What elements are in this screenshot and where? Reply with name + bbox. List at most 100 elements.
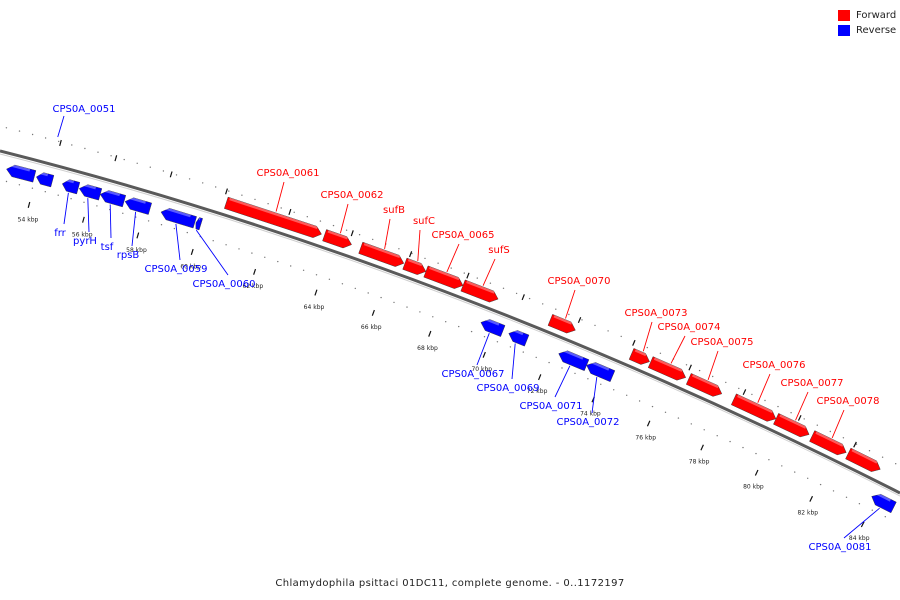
gene-block[interactable]: [869, 491, 897, 514]
legend-swatch-reverse: [838, 25, 850, 36]
outer-tick-mark: [742, 389, 747, 396]
ring-dot: [725, 381, 727, 384]
gene-block[interactable]: [685, 373, 724, 399]
gene-arrow[interactable]: [358, 241, 406, 269]
gene-label[interactable]: rpsB: [117, 250, 140, 261]
gene-label[interactable]: CPS0A_0075: [690, 337, 753, 348]
gene-block[interactable]: [556, 348, 590, 372]
gene-label[interactable]: CPS0A_0070: [547, 276, 610, 287]
gene-label[interactable]: pyrH: [73, 236, 97, 247]
gene-block[interactable]: [402, 257, 428, 277]
gene-arrow[interactable]: [685, 373, 724, 399]
gene-label[interactable]: CPS0A_0061: [256, 168, 319, 179]
gene-block[interactable]: [78, 183, 103, 201]
gene-arrow[interactable]: [402, 257, 428, 277]
gene-arrow[interactable]: [35, 171, 55, 188]
gene-block[interactable]: [584, 360, 616, 382]
gene-block[interactable]: [809, 430, 848, 458]
gene-arrow[interactable]: [547, 314, 578, 335]
gene-arrow[interactable]: [5, 163, 37, 183]
ring-dot: [445, 321, 447, 323]
gene-arrow[interactable]: [869, 491, 897, 514]
gene-block[interactable]: [773, 413, 811, 440]
gene-label[interactable]: CPS0A_0060: [192, 279, 255, 290]
ring-dot: [71, 144, 73, 146]
gene-arrow[interactable]: [322, 229, 354, 251]
gene-block[interactable]: [547, 314, 578, 335]
gene-block[interactable]: [123, 196, 152, 215]
gene-label[interactable]: sufS: [488, 245, 509, 256]
gene-arrow[interactable]: [460, 279, 500, 305]
gene-block[interactable]: [322, 229, 354, 251]
ring-dot: [290, 265, 292, 267]
gene-label[interactable]: CPS0A_0071: [519, 401, 582, 412]
gene-arrow[interactable]: [61, 178, 81, 195]
gene-label[interactable]: CPS0A_0067: [441, 369, 504, 380]
gene-label[interactable]: CPS0A_0059: [144, 264, 207, 275]
gene-block[interactable]: [460, 279, 500, 305]
ring-dot: [122, 212, 124, 214]
gene-arrow[interactable]: [194, 217, 203, 231]
ring-dot: [620, 335, 622, 338]
ring-dot: [742, 446, 744, 449]
gene-label[interactable]: CPS0A_0062: [320, 190, 383, 201]
gene-arrow[interactable]: [159, 206, 197, 229]
gene-block[interactable]: [423, 265, 465, 291]
gene-label[interactable]: CPS0A_0074: [657, 322, 720, 333]
gene-arrow[interactable]: [647, 356, 688, 383]
gene-arrow[interactable]: [479, 317, 506, 337]
ring-dot: [57, 194, 59, 196]
gene-label[interactable]: CPS0A_0072: [556, 417, 619, 428]
gene-label[interactable]: CPS0A_0077: [780, 378, 843, 389]
gene-label[interactable]: sufC: [413, 216, 435, 227]
gene-label[interactable]: CPS0A_0081: [808, 542, 871, 553]
tick-label: 66 kbp: [361, 324, 382, 331]
gene-arrow[interactable]: [423, 265, 465, 291]
gene-block[interactable]: [224, 196, 323, 240]
gene-block[interactable]: [5, 163, 37, 183]
gene-arrow[interactable]: [78, 183, 103, 201]
ring-dot: [228, 190, 230, 192]
gene-block[interactable]: [35, 171, 55, 188]
gene-arrow[interactable]: [845, 447, 883, 475]
gene-label[interactable]: CPS0A_0078: [816, 396, 879, 407]
gene-arrow[interactable]: [224, 196, 323, 240]
gene-block[interactable]: [845, 447, 883, 475]
gene-arrow[interactable]: [731, 393, 778, 424]
gene-label[interactable]: tsf: [101, 242, 114, 253]
gene-block[interactable]: [507, 328, 530, 347]
gene-arrow[interactable]: [507, 328, 530, 347]
gene-block[interactable]: [61, 178, 81, 195]
outer-tick-mark: [466, 272, 470, 279]
gene-block[interactable]: [99, 189, 127, 208]
gene-block[interactable]: [731, 393, 778, 424]
gene-block[interactable]: [479, 317, 506, 337]
gene-block[interactable]: [358, 241, 406, 269]
gene-label[interactable]: frr: [54, 228, 66, 239]
gene-label[interactable]: CPS0A_0069: [476, 383, 539, 394]
gene-leader-line: [476, 333, 490, 366]
ring-dot: [751, 393, 753, 396]
ring-dot: [341, 283, 344, 285]
gene-block[interactable]: [628, 348, 652, 367]
ring-dot: [264, 256, 266, 258]
gene-arrow[interactable]: [628, 348, 652, 367]
gene-label[interactable]: CPS0A_0076: [742, 360, 805, 371]
gene-arrow[interactable]: [556, 348, 590, 372]
gene-arrow[interactable]: [123, 196, 152, 215]
gene-arrow[interactable]: [99, 189, 127, 208]
gene-label-outer[interactable]: CPS0A_0051: [52, 104, 115, 115]
ring-dot: [895, 463, 897, 465]
gene-block[interactable]: [159, 206, 197, 229]
gene-arrow[interactable]: [773, 413, 811, 440]
gene-label[interactable]: CPS0A_0065: [431, 230, 494, 241]
genome-backbone: [0, 149, 900, 495]
gene-label[interactable]: sufB: [383, 205, 405, 216]
ring-dot: [509, 346, 512, 348]
gene-label[interactable]: CPS0A_0073: [624, 308, 687, 319]
gene-arrow[interactable]: [809, 430, 848, 458]
gene-block[interactable]: [194, 217, 203, 231]
ring-dot: [607, 330, 609, 332]
gene-block[interactable]: [647, 356, 688, 383]
gene-arrow[interactable]: [584, 360, 616, 382]
